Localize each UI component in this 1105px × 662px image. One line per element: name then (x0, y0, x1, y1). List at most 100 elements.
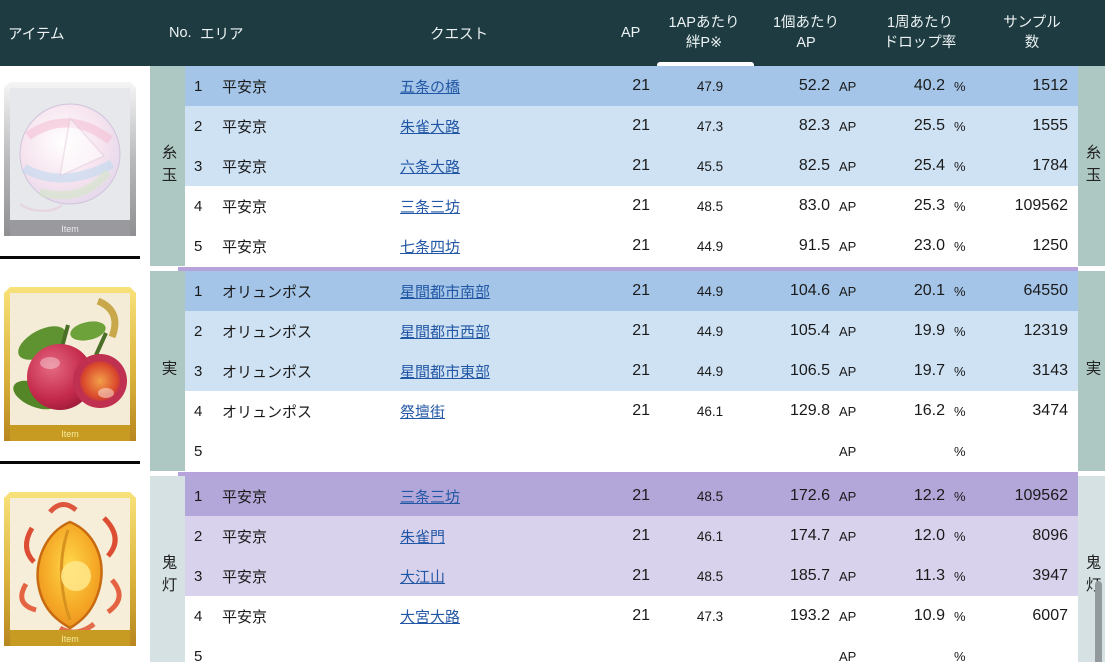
ap-cell: 21 (632, 322, 650, 339)
no-cell: 4 (194, 402, 203, 420)
quest-link[interactable]: 朱雀門 (400, 528, 446, 546)
ap-per-item-cell: 174.7 (789, 527, 830, 544)
ap-cell: 21 (632, 527, 650, 544)
header-area[interactable]: エリア (200, 26, 244, 43)
header-quest[interactable]: クエスト (430, 26, 488, 43)
sample-count-cell: 12319 (1023, 322, 1069, 339)
quest-rows: 1 平安京 五条の橋 21 47.9 52.2 AP 40.2 % 1512 2… (185, 66, 1078, 266)
header-drop-rate[interactable]: 1周あたり ドロップ率 (858, 0, 982, 66)
area-cell: 平安京 (222, 488, 268, 506)
no-cell: 5 (194, 237, 203, 255)
quest-link[interactable]: 三条三坊 (400, 488, 461, 506)
header-ap-per-item[interactable]: 1個あたり AP (755, 0, 857, 66)
table-row: 3 オリュンポス 星間都市東部 21 44.9 106.5 AP 19.7 % … (185, 351, 1078, 391)
header-bond-line1: 1APあたり (668, 15, 740, 31)
quest-link[interactable]: 星間都市西部 (400, 323, 491, 341)
bond-per-ap-cell: 44.9 (696, 238, 724, 254)
item-name-right-itodama: 糸玉 (1078, 66, 1105, 266)
bond-per-ap-cell: 44.9 (696, 323, 724, 339)
area-cell: オリュンポス (222, 363, 313, 381)
percent-unit: % (954, 648, 966, 662)
ap-cell: 21 (632, 402, 650, 419)
percent-unit: % (954, 118, 966, 134)
no-cell: 2 (194, 322, 203, 340)
ap-per-item-cell: 91.5 (798, 237, 830, 254)
quest-link[interactable]: 五条の橋 (400, 78, 461, 96)
quest-link[interactable]: 朱雀大路 (400, 118, 461, 136)
no-cell: 3 (194, 157, 203, 175)
item-divider-rule (0, 256, 140, 259)
sample-count-cell: 1784 (1032, 157, 1068, 174)
quest-link[interactable]: 七条四坊 (400, 238, 461, 256)
quest-link[interactable]: 六条大路 (400, 158, 461, 176)
ap-per-item-cell: 104.6 (789, 282, 830, 299)
ap-unit: AP (839, 78, 857, 94)
header-ap[interactable]: AP (621, 25, 641, 41)
no-cell: 1 (194, 282, 203, 300)
item-divider-rule (0, 461, 140, 464)
percent-unit: % (954, 568, 966, 584)
item-group-mi: Item 実 1 オリュンポス 星間都市南部 21 44.9 104.6 AP … (0, 271, 1105, 471)
drop-rate-cell: 16.2 (913, 402, 945, 419)
ap-cell: 21 (632, 487, 650, 504)
quest-rows: 1 平安京 三条三坊 21 48.5 172.6 AP 12.2 % 10956… (185, 476, 1078, 662)
item-group-itodama: Item 糸玉 1 平安京 五条の橋 21 47.9 52.2 AP 40.2 … (0, 66, 1105, 266)
ap-cell: 21 (632, 362, 650, 379)
ap-unit: AP (839, 323, 857, 339)
header-no[interactable]: No. (169, 25, 192, 41)
quest-link[interactable]: 三条三坊 (400, 198, 461, 216)
bond-per-ap-cell: 46.1 (696, 528, 724, 544)
drop-rate-cell: 25.3 (913, 197, 945, 214)
area-cell: 平安京 (222, 608, 268, 626)
header-sample-line1: サンプル (1003, 15, 1061, 31)
ap-cell: 21 (632, 117, 650, 134)
header-item: アイテム (8, 26, 65, 43)
header-bond-line2: 絆P※ (685, 35, 723, 51)
ap-per-item-cell: 83.0 (798, 197, 830, 214)
bond-per-ap-cell: 45.5 (696, 158, 724, 174)
table-row: 1 平安京 三条三坊 21 48.5 172.6 AP 12.2 % 10956… (185, 476, 1078, 516)
ap-unit: AP (839, 363, 857, 379)
bond-per-ap-cell: 47.3 (696, 608, 724, 624)
no-cell: 5 (194, 647, 203, 662)
scrollbar-thumb[interactable] (1095, 581, 1102, 662)
area-cell: 平安京 (222, 528, 268, 546)
header-bond-per-ap[interactable]: 1APあたり 絆P※ (645, 0, 763, 66)
drop-rate-cell: 19.7 (913, 362, 945, 379)
header-per-item-line1: 1個あたり (772, 15, 840, 31)
item-name-right-mi: 実 (1078, 271, 1105, 471)
ap-per-item-cell: 106.5 (789, 362, 830, 379)
item-name-left-itodama: 糸玉 (150, 66, 185, 266)
item-name-left-hoozuki: 鬼灯 (150, 476, 185, 662)
area-cell: オリュンポス (222, 323, 313, 341)
quest-link[interactable]: 祭壇街 (400, 403, 446, 421)
group-separator (0, 471, 1105, 476)
item-caption: Item (61, 429, 79, 439)
quest-link[interactable]: 大宮大路 (400, 608, 461, 626)
table-row: 1 平安京 五条の橋 21 47.9 52.2 AP 40.2 % 1512 (185, 66, 1078, 106)
no-cell: 1 (194, 487, 203, 505)
item-group-hoozuki: Item 鬼灯 1 平安京 三条三坊 21 48.5 172.6 AP 12.2… (0, 476, 1105, 662)
quest-link[interactable]: 星間都市東部 (400, 363, 491, 381)
quest-link[interactable]: 星間都市南部 (400, 283, 491, 301)
item-image-cell: Item (0, 476, 140, 662)
header-sample-count[interactable]: サンプル 数 (984, 0, 1080, 66)
ap-unit: AP (839, 118, 857, 134)
ap-unit: AP (839, 283, 857, 299)
drop-rate-cell: 20.1 (913, 282, 945, 299)
table-row: 3 平安京 大江山 21 48.5 185.7 AP 11.3 % 3947 (185, 556, 1078, 596)
bond-per-ap-cell: 48.5 (696, 568, 724, 584)
table-header: アイテム No. エリア クエスト AP 1APあたり 絆P※ 1個あたり AP… (0, 0, 1105, 66)
ap-cell: 21 (632, 282, 650, 299)
sample-count-cell: 3474 (1032, 402, 1068, 419)
drop-rate-cell: 23.0 (913, 237, 945, 254)
ap-cell: 21 (632, 607, 650, 624)
ap-per-item-cell: 105.4 (789, 322, 830, 339)
percent-unit: % (954, 363, 966, 379)
percent-unit: % (954, 323, 966, 339)
sample-count-cell: 3947 (1032, 567, 1068, 584)
table-row: 4 平安京 三条三坊 21 48.5 83.0 AP 25.3 % 109562 (185, 186, 1078, 226)
quest-link[interactable]: 大江山 (400, 568, 446, 586)
ap-unit: AP (839, 403, 857, 419)
